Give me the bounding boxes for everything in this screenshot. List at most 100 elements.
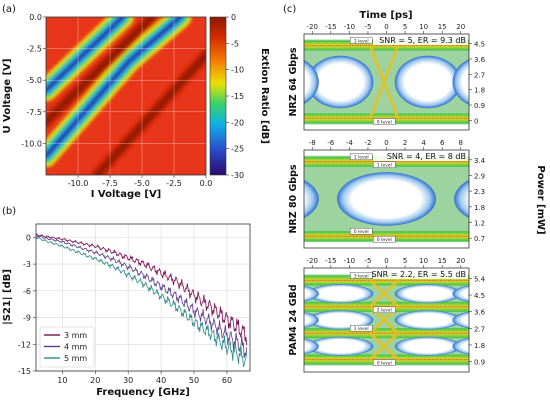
- time-tick-label: -15: [325, 257, 336, 265]
- x-tick-label: 0.0: [200, 179, 213, 188]
- eye-opening: [337, 172, 436, 226]
- time-tick-label: 20: [456, 23, 465, 31]
- eye-opening: [307, 55, 374, 109]
- legend-label: 3 mm: [64, 331, 87, 340]
- time-tick-label: 0: [384, 23, 388, 31]
- eye-transition: [368, 279, 400, 308]
- eye-opening: [307, 336, 374, 356]
- eye-diagram-2: 3 level 2 level 1 level 0 level -20 -15 -10 -5 0…: [288, 257, 486, 373]
- legend-box: [39, 326, 95, 368]
- level-marker-box: [373, 306, 396, 314]
- level-marker-box: [373, 359, 396, 366]
- colorbar-tick-label: -15: [231, 92, 244, 101]
- y-tick-label: -7.5: [26, 108, 42, 117]
- panel-c-power-label: Power [mW]: [535, 165, 546, 234]
- time-tick-label: -10: [344, 257, 355, 265]
- y-tick-label: -12: [18, 340, 31, 349]
- power-tick-label: 5.4: [474, 275, 486, 283]
- time-tick-label: 15: [438, 23, 447, 31]
- eye-transition: [368, 332, 400, 361]
- x-tick-label: 40: [156, 376, 166, 385]
- panel-b-xlabel: Frequency [GHz]: [96, 387, 190, 398]
- colorbar-label: Extion Ratio [dB]: [259, 48, 270, 144]
- eye-opening: [304, 338, 319, 355]
- power-tick-label: 1.8: [474, 342, 485, 350]
- colorbar-tick-label: 0: [231, 13, 236, 22]
- eye-opening: [304, 179, 319, 219]
- time-tick-label: -2: [364, 139, 371, 147]
- level-marker-label: 1 level: [354, 326, 369, 332]
- eye-opening: [394, 336, 461, 356]
- power-tick-label: 1.8: [474, 87, 485, 95]
- eye-body: 1 level 0 level: [304, 37, 469, 125]
- heatmap-maximum-stripe: [46, 17, 155, 125]
- x-tick-label: 10: [57, 376, 67, 385]
- power-tick-label: 0.9: [474, 102, 485, 110]
- power-tick-label: 0: [474, 117, 478, 125]
- y-tick-label: -2.5: [26, 45, 42, 54]
- x-tick-label: -7.5: [102, 179, 118, 188]
- eye-format-label: NRZ 80 Gbps: [288, 164, 299, 233]
- time-tick-label: 10: [419, 257, 428, 265]
- svg-text:(b): (b): [2, 206, 16, 217]
- eye-annotation: SNR = 2.2, ER = 5.5 dB: [372, 270, 466, 279]
- annotation-bg: [373, 151, 468, 161]
- y-tick-label: -9: [23, 314, 31, 323]
- eye-format-label: NRZ 64 Gbps: [288, 47, 299, 116]
- panel-b-ylabel: |S21| [dB]: [2, 269, 13, 325]
- eye-opening: [304, 60, 319, 104]
- eye-body: 3 level 2 level 1 level 0 level: [304, 272, 469, 366]
- level-marker-label: 1 level: [354, 155, 369, 161]
- colorbar-tick-label: -25: [231, 145, 244, 154]
- time-tick-label: 10: [419, 23, 428, 31]
- colorbar-tick-label: -10: [231, 66, 244, 75]
- power-tick-label: 4.5: [474, 292, 485, 300]
- extinction-ratio-heatmap: -10.0 -7.5 -5.0 -2.5 0.0 0.0 -2.5 -5.0 -7.5 -10.0…: [2, 13, 270, 200]
- time-tick-label: 0: [384, 257, 388, 265]
- time-tick-label: -5: [364, 23, 371, 31]
- time-tick-label: 5: [403, 23, 407, 31]
- y-tick-label: -6: [23, 287, 31, 296]
- power-tick-label: 4.5: [474, 41, 485, 49]
- eye-diagram-0: 1 level 0 level -20 -15 -10 -5 0 5 10 15 20 4.5 3.6 2…: [288, 23, 486, 131]
- eye-annotation: SNR = 5, ER = 9.3 dB: [379, 36, 466, 45]
- level-marker-box: [373, 161, 396, 168]
- time-tick-label: 8: [459, 139, 463, 147]
- legend-label: 5 mm: [64, 354, 87, 363]
- y-tick-label: 0: [26, 233, 31, 242]
- level-marker-box: [350, 37, 373, 44]
- power-tick-label: 2.7: [474, 325, 485, 333]
- legend-label: 4 mm: [64, 343, 87, 352]
- panel-c-time-label: Time [ps]: [359, 10, 412, 21]
- time-tick-label: -20: [307, 257, 318, 265]
- level-marker-box: [373, 236, 396, 243]
- eye-opening: [394, 55, 461, 109]
- eye-opening: [394, 284, 461, 304]
- level-marker-label: 0 level: [377, 360, 392, 366]
- x-tick-label: 30: [123, 376, 133, 385]
- level-marker-label: 1 level: [354, 38, 369, 44]
- time-tick-label: 5: [403, 257, 407, 265]
- power-tick-label: 1.8: [474, 204, 485, 212]
- eye-diagram-1: 1 level 1 level 0 level 0 level -8 -6 -4 -2 0 2 4 6…: [288, 139, 486, 249]
- x-tick-label: -10.0: [68, 179, 89, 188]
- time-tick-label: 2: [403, 139, 407, 147]
- time-tick-label: -20: [307, 23, 318, 31]
- time-tick-label: -15: [325, 23, 336, 31]
- eye-transition: [368, 44, 400, 120]
- time-tick-label: 20: [456, 257, 465, 265]
- power-tick-label: 1.2: [474, 220, 485, 228]
- level-marker-label: 0 level: [354, 229, 369, 235]
- eye-body: 1 level 1 level 0 level 0 level: [304, 153, 469, 243]
- colorbar-tick-label: -20: [231, 118, 244, 127]
- panel-a-xlabel: I Voltage [V]: [91, 189, 162, 200]
- svg-text:(c): (c): [283, 4, 296, 15]
- time-tick-label: 15: [438, 257, 447, 265]
- time-tick-label: 0: [384, 139, 388, 147]
- y-tick-label: -3: [23, 260, 31, 269]
- eye-opening: [454, 179, 469, 219]
- power-tick-label: 3.4: [474, 157, 486, 165]
- colorbar-tick-label: -30: [231, 171, 244, 180]
- level-marker-label: 0 level: [377, 237, 392, 243]
